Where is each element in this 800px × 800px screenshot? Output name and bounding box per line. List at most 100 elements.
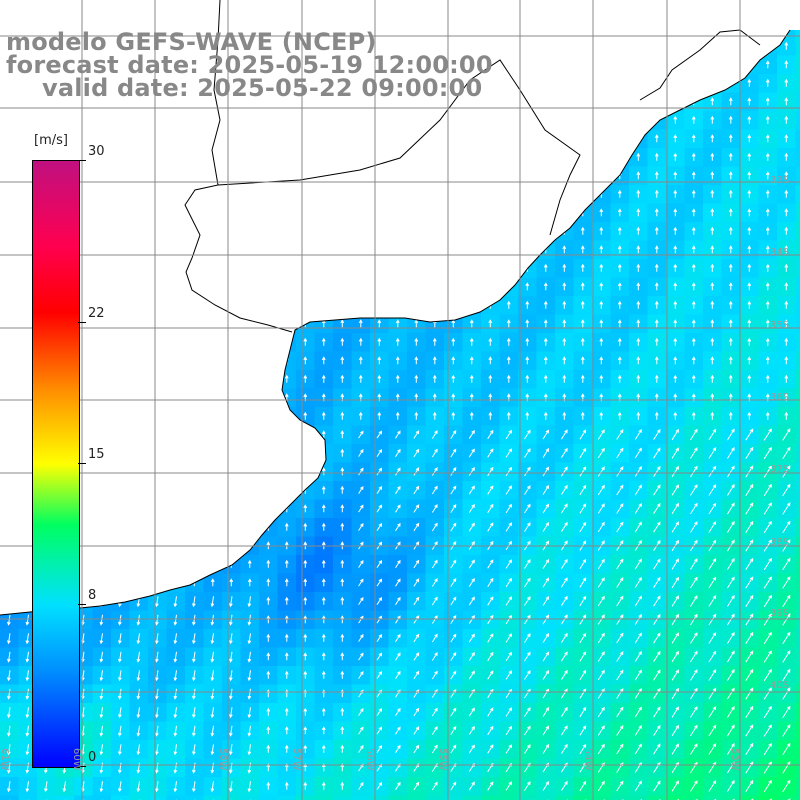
wind-vector [413, 504, 420, 513]
wind-vector [284, 615, 289, 624]
wind-vector [229, 781, 233, 793]
wind-speed-cell [240, 795, 260, 800]
wind-vector [726, 779, 735, 792]
wind-speed-cell [259, 795, 279, 800]
wind-speed-cell [795, 518, 800, 538]
wind-vector [560, 521, 568, 532]
wind-vector [708, 502, 717, 515]
wind-vector [745, 557, 754, 570]
wind-vector [395, 578, 401, 587]
wind-vector [266, 726, 271, 735]
wind-vector [690, 613, 698, 626]
wind-vector [691, 263, 696, 272]
wind-vector [321, 615, 326, 624]
wind-vector [597, 558, 605, 570]
wind-vector [136, 688, 141, 700]
wind-vector [784, 78, 789, 87]
longitude-label: 56W [364, 748, 375, 771]
wind-vector [745, 687, 754, 700]
wind-vector [488, 319, 493, 328]
wind-vector [7, 762, 11, 774]
wind-vector [728, 208, 733, 217]
wind-vector [671, 465, 679, 478]
wind-vector [395, 781, 401, 791]
wind-vector [599, 245, 604, 254]
wind-vector [636, 245, 641, 254]
wind-vector [745, 724, 754, 737]
wind-vector [636, 374, 641, 383]
wind-vector [505, 670, 512, 680]
wind-vector [763, 557, 772, 571]
wind-speed-cell [795, 573, 800, 593]
wind-speed-cell [795, 388, 800, 408]
wind-vector [136, 762, 141, 774]
wind-vector [782, 594, 791, 608]
wind-vector [395, 448, 401, 458]
wind-vector [450, 559, 457, 569]
wind-vector [340, 485, 345, 494]
wind-vector [340, 430, 345, 439]
wind-vector [616, 725, 624, 736]
wind-vector [765, 282, 770, 291]
wind-vector [654, 226, 659, 235]
wind-vector [413, 726, 420, 735]
wind-vector [506, 356, 511, 365]
wind-vector [634, 595, 642, 607]
wind-vector [691, 300, 696, 309]
wind-vector [303, 633, 308, 642]
wind-speed-cell [333, 795, 353, 800]
coastline [0, 29, 791, 616]
wind-vector [579, 503, 587, 514]
wind-vector [340, 781, 345, 790]
wind-vector [765, 245, 770, 254]
wind-vector [728, 337, 733, 346]
wind-vector [358, 337, 363, 346]
wind-vector [750, 798, 754, 800]
wind-vector [708, 650, 717, 663]
wind-vector [431, 578, 438, 587]
wind-vector [173, 596, 178, 608]
wind-speed-cell [684, 795, 704, 800]
wind-vector [597, 429, 605, 440]
wind-vector [118, 744, 122, 756]
wind-vector [634, 632, 642, 644]
wind-vector [469, 411, 474, 420]
wind-speed-cell [795, 370, 800, 390]
wind-vector [562, 337, 567, 346]
wind-vector [634, 650, 642, 662]
wind-vector [155, 707, 159, 719]
wind-vector [358, 523, 364, 531]
wind-vector [7, 781, 11, 793]
wind-vector [579, 429, 587, 440]
wind-vector [710, 263, 715, 272]
wind-vector [732, 798, 735, 800]
wind-vector [579, 780, 587, 792]
wind-vector [765, 78, 770, 87]
wind-vector [763, 779, 772, 793]
wind-speed-cell [610, 795, 630, 800]
wind-vector [691, 115, 696, 124]
wind-vector [542, 577, 550, 588]
wind-vector [431, 430, 438, 439]
wind-vector [376, 448, 383, 457]
wind-vector [726, 687, 735, 700]
wind-vector [747, 115, 752, 124]
wind-vector [266, 707, 271, 716]
wind-vector [303, 707, 308, 716]
wind-vector [653, 687, 661, 699]
wind-vector [358, 560, 364, 568]
wind-speed-cell [795, 314, 800, 334]
wind-vector [505, 466, 512, 477]
wind-vector [266, 559, 271, 568]
wind-speed-cell [777, 795, 797, 800]
wind-vector [395, 319, 400, 328]
longitude-label: 61W [0, 748, 10, 771]
wind-vector [468, 522, 475, 532]
wind-vector [654, 319, 659, 328]
wind-vector [560, 614, 568, 625]
wind-vector [247, 559, 252, 568]
colorbar-tick [78, 766, 86, 767]
wind-vector [653, 428, 661, 440]
wind-vector [763, 613, 772, 626]
